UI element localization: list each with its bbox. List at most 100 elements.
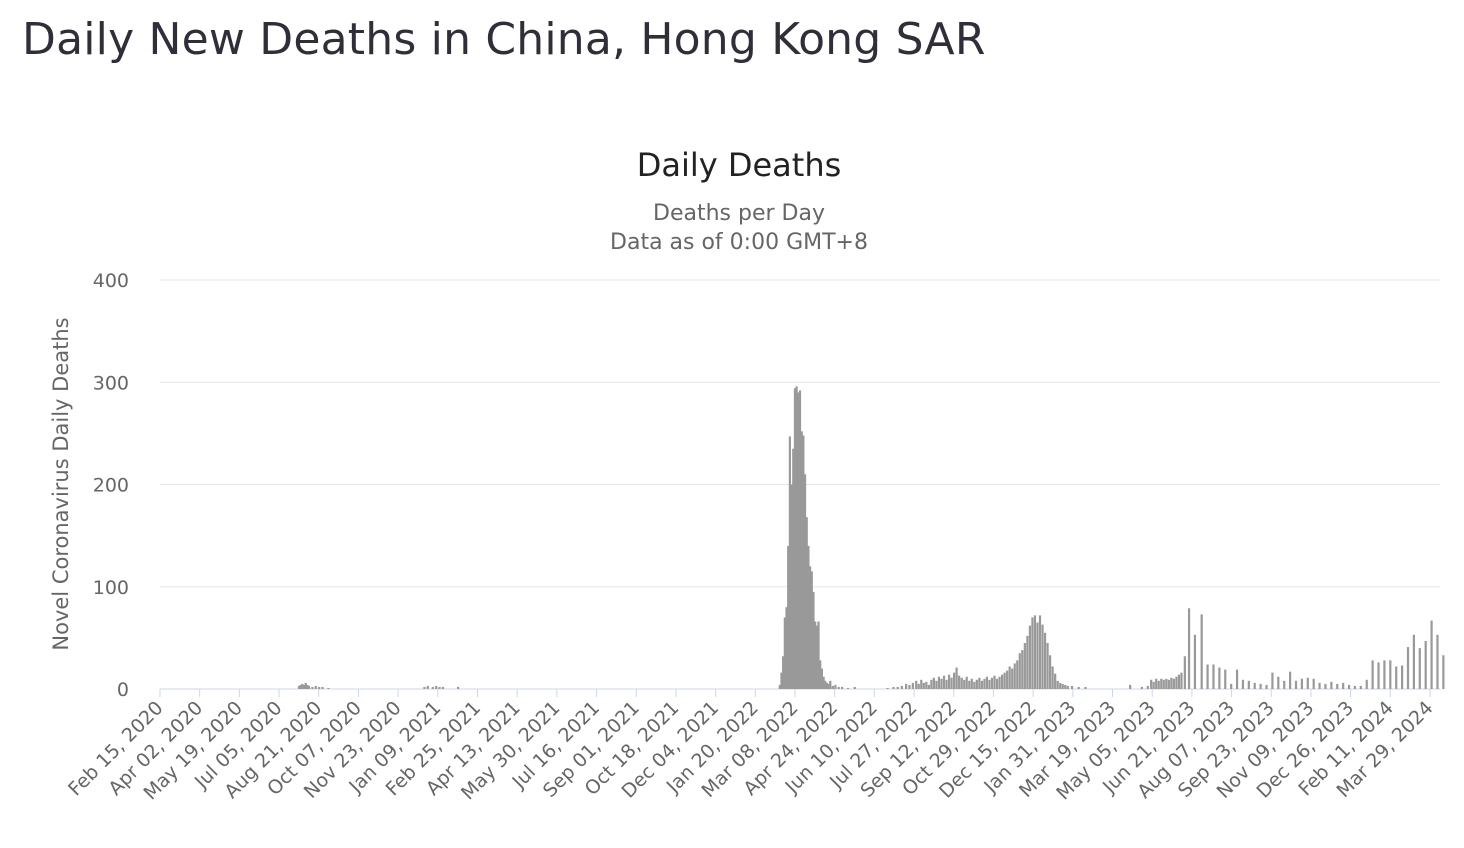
bar <box>1011 668 1014 689</box>
bar <box>1277 676 1280 689</box>
bar <box>423 686 426 689</box>
bar <box>797 392 800 689</box>
bar <box>1175 676 1178 689</box>
bar <box>973 681 976 689</box>
bar <box>958 675 961 689</box>
bar <box>983 678 986 689</box>
bar <box>1300 678 1303 689</box>
bar <box>1436 634 1439 689</box>
bar <box>922 682 925 689</box>
bar <box>1265 684 1268 689</box>
bar <box>807 545 810 689</box>
bar <box>820 668 823 689</box>
bar <box>1162 679 1165 689</box>
bar <box>963 679 966 689</box>
bar <box>834 684 837 689</box>
chart-subtitle-date: Data as of 0:00 GMT+8 <box>610 230 868 255</box>
bar <box>297 685 301 689</box>
bar <box>1401 665 1404 689</box>
bar <box>438 686 441 689</box>
bar <box>1046 642 1049 689</box>
bar <box>1241 679 1245 689</box>
bar <box>1371 660 1374 689</box>
bar <box>1324 683 1327 689</box>
bar <box>1187 608 1191 689</box>
bar <box>1253 682 1256 689</box>
bar <box>1347 684 1351 689</box>
bar <box>824 680 827 689</box>
bar <box>1412 634 1415 689</box>
bar <box>805 517 808 689</box>
bar <box>1001 674 1004 689</box>
bar <box>1230 683 1233 689</box>
bar <box>1023 642 1026 689</box>
bar <box>780 672 783 689</box>
bar <box>1365 679 1368 689</box>
bar <box>1172 678 1175 689</box>
bar <box>1061 683 1064 689</box>
bar <box>1353 685 1357 689</box>
bar <box>908 684 911 689</box>
bar <box>935 680 938 689</box>
bar <box>998 676 1001 689</box>
bar <box>457 686 460 689</box>
bar <box>920 679 923 689</box>
bar <box>1312 678 1315 689</box>
bar <box>1224 669 1227 689</box>
bar <box>892 686 895 689</box>
bar <box>945 679 948 689</box>
bar <box>827 683 830 689</box>
y-tick-label: 300 <box>93 372 129 394</box>
bar <box>306 684 309 689</box>
bar <box>1051 666 1054 689</box>
bar <box>802 435 805 689</box>
bar <box>990 677 994 689</box>
bar <box>1395 666 1398 689</box>
bar <box>1028 625 1031 689</box>
bar <box>1193 634 1197 689</box>
bar <box>435 685 438 689</box>
bar <box>426 685 429 689</box>
bar <box>1038 615 1042 689</box>
bar <box>1006 670 1009 689</box>
bar <box>955 667 958 689</box>
bar <box>798 390 802 689</box>
bar <box>1033 615 1037 689</box>
bar <box>1066 685 1069 689</box>
bar <box>327 687 330 689</box>
bar <box>1056 680 1059 689</box>
bar <box>995 678 999 689</box>
bar <box>1003 672 1006 689</box>
bar <box>815 625 818 689</box>
bar <box>915 680 918 689</box>
bar <box>1026 635 1029 689</box>
bar <box>788 436 791 689</box>
y-tick-label: 0 <box>117 679 129 701</box>
bar <box>1140 686 1143 689</box>
page-title: Daily New Deaths in China, Hong Kong SAR <box>22 14 986 65</box>
y-tick-label: 400 <box>93 270 129 292</box>
bar <box>942 675 946 689</box>
bar <box>980 680 983 689</box>
bar <box>953 672 956 689</box>
bar <box>1157 680 1160 689</box>
bar <box>783 617 786 689</box>
bar <box>1430 620 1433 689</box>
bar <box>302 684 306 689</box>
bar <box>1018 653 1021 689</box>
bar <box>1271 672 1274 689</box>
y-axis-label: Novel Coronavirus Daily Deaths <box>49 317 73 650</box>
bar <box>1165 678 1168 689</box>
chart-subtitle: Deaths per Day <box>653 201 825 226</box>
bar <box>1021 650 1024 689</box>
bar <box>1084 686 1087 689</box>
bar <box>812 591 815 689</box>
bar <box>431 686 434 689</box>
bar <box>793 388 797 689</box>
bar <box>1406 647 1410 689</box>
bar <box>937 676 941 689</box>
bar <box>301 683 304 689</box>
bar <box>785 607 788 689</box>
